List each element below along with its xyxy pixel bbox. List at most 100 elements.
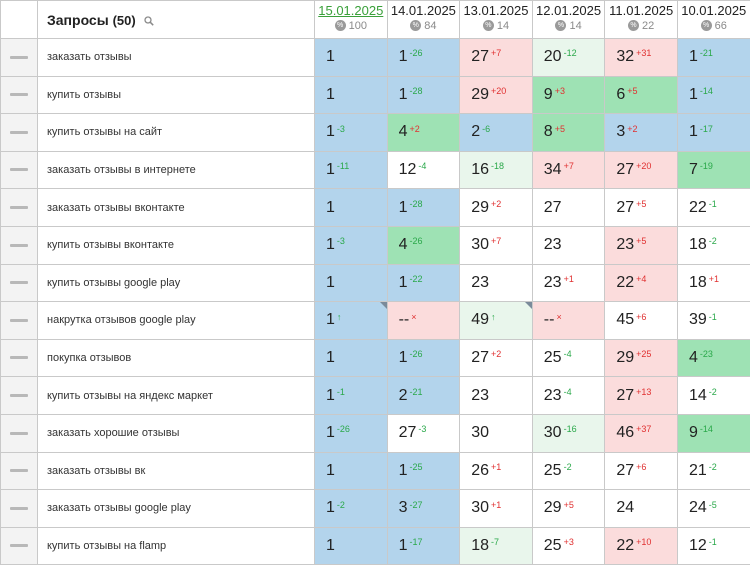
date-column-header[interactable]: 10.01.2025% 66 xyxy=(676,0,750,39)
percent-icon[interactable]: % xyxy=(555,20,567,32)
drag-handle-icon[interactable] xyxy=(10,544,28,548)
position-cell[interactable]: 1 -14 xyxy=(676,75,750,115)
row-drag-handle[interactable] xyxy=(0,301,38,340)
position-cell[interactable]: 8 +5 xyxy=(531,113,606,152)
position-cell[interactable]: 29 +25 xyxy=(604,338,678,378)
position-cell[interactable]: 1 xyxy=(314,451,388,491)
row-drag-handle[interactable] xyxy=(0,75,38,115)
position-cell[interactable]: 49 ↑ xyxy=(459,301,533,340)
drag-handle-icon[interactable] xyxy=(10,243,28,247)
position-cell[interactable]: 2 -21 xyxy=(386,376,461,415)
row-drag-handle[interactable] xyxy=(0,526,38,565)
position-cell[interactable]: 16 -18 xyxy=(459,150,533,190)
position-cell[interactable]: 25 -4 xyxy=(531,338,606,378)
drag-handle-icon[interactable] xyxy=(10,55,28,59)
position-cell[interactable]: 1 -2 xyxy=(314,489,388,528)
drag-handle-icon[interactable] xyxy=(10,469,28,473)
date-label[interactable]: 10.01.2025 xyxy=(681,3,747,18)
position-cell[interactable]: 4 -26 xyxy=(386,225,461,265)
position-cell[interactable]: 29 +20 xyxy=(459,75,533,115)
position-cell[interactable]: 25 -2 xyxy=(531,451,606,491)
position-cell[interactable]: 27 +20 xyxy=(604,150,678,190)
position-cell[interactable]: 1 xyxy=(314,526,388,565)
position-cell[interactable]: 27 -3 xyxy=(386,413,461,453)
query-text[interactable]: заказать отзывы xyxy=(37,38,315,77)
drag-handle-icon[interactable] xyxy=(10,318,28,322)
position-cell[interactable]: 26 +1 xyxy=(459,451,533,491)
position-cell[interactable]: 24 xyxy=(604,489,678,528)
position-cell[interactable]: 21 -2 xyxy=(676,451,750,491)
query-text[interactable]: купить отзывы xyxy=(37,75,315,115)
drag-handle-icon[interactable] xyxy=(10,168,28,172)
position-cell[interactable]: 1 xyxy=(314,188,388,227)
date-column-header[interactable]: 15.01.2025% 100 xyxy=(314,0,388,39)
position-cell[interactable]: 4 +2 xyxy=(386,113,461,152)
position-cell[interactable]: 1 -3 xyxy=(314,113,388,152)
drag-handle-icon[interactable] xyxy=(10,506,28,510)
position-cell[interactable]: 32 +31 xyxy=(604,38,678,77)
percent-icon[interactable]: % xyxy=(628,20,640,32)
position-cell[interactable]: 1 -1 xyxy=(314,376,388,415)
query-text[interactable]: купить отзывы на яндекс маркет xyxy=(37,376,315,415)
position-cell[interactable]: 27 +13 xyxy=(604,376,678,415)
row-drag-handle[interactable] xyxy=(0,38,38,77)
query-text[interactable]: купить отзывы на flamp xyxy=(37,526,315,565)
position-cell[interactable]: 23 xyxy=(531,225,606,265)
query-text[interactable]: купить отзывы google play xyxy=(37,263,315,303)
position-cell[interactable]: -- × xyxy=(386,301,461,340)
drag-handle-icon[interactable] xyxy=(10,431,28,435)
row-drag-handle[interactable] xyxy=(0,489,38,528)
position-cell[interactable]: 9 -14 xyxy=(676,413,750,453)
query-text[interactable]: заказать отзывы в интернете xyxy=(37,150,315,190)
position-cell[interactable]: 18 -7 xyxy=(459,526,533,565)
position-cell[interactable]: 1 ↑ xyxy=(314,301,388,340)
position-cell[interactable]: 12 -1 xyxy=(676,526,750,565)
position-cell[interactable]: 22 +10 xyxy=(604,526,678,565)
position-cell[interactable]: 14 -2 xyxy=(676,376,750,415)
position-cell[interactable]: 1 -26 xyxy=(386,338,461,378)
position-cell[interactable]: 27 +5 xyxy=(604,188,678,227)
position-cell[interactable]: 23 xyxy=(459,263,533,303)
position-cell[interactable]: -- × xyxy=(531,301,606,340)
position-cell[interactable]: 12 -4 xyxy=(386,150,461,190)
query-column-header[interactable]: Запросы (50) xyxy=(37,0,315,39)
percent-icon[interactable]: % xyxy=(700,20,712,32)
position-cell[interactable]: 1 xyxy=(314,338,388,378)
date-column-header[interactable]: 13.01.2025% 14 xyxy=(459,0,533,39)
date-label[interactable]: 11.01.2025 xyxy=(609,3,674,18)
position-cell[interactable]: 39 -1 xyxy=(676,301,750,340)
position-cell[interactable]: 1 -26 xyxy=(314,413,388,453)
query-text[interactable]: заказать хорошие отзывы xyxy=(37,413,315,453)
date-label[interactable]: 14.01.2025 xyxy=(390,3,456,18)
note-corner-icon[interactable] xyxy=(379,302,387,310)
date-label[interactable]: 15.01.2025 xyxy=(318,3,384,18)
position-cell[interactable]: 7 -19 xyxy=(676,150,750,190)
date-label[interactable]: 13.01.2025 xyxy=(463,3,529,18)
position-cell[interactable]: 30 +1 xyxy=(459,489,533,528)
drag-handle-icon[interactable] xyxy=(10,93,28,97)
position-cell[interactable]: 22 -1 xyxy=(676,188,750,227)
position-cell[interactable]: 4 -23 xyxy=(676,338,750,378)
position-cell[interactable]: 29 +5 xyxy=(531,489,606,528)
percent-icon[interactable]: % xyxy=(334,20,346,32)
position-cell[interactable]: 23 +1 xyxy=(531,263,606,303)
position-cell[interactable]: 1 -11 xyxy=(314,150,388,190)
query-text[interactable]: накрутка отзывов google play xyxy=(37,301,315,340)
position-cell[interactable]: 45 +6 xyxy=(604,301,678,340)
position-cell[interactable]: 9 +3 xyxy=(531,75,606,115)
query-text[interactable]: заказать отзывы вк xyxy=(37,451,315,491)
position-cell[interactable]: 2 -6 xyxy=(459,113,533,152)
position-cell[interactable]: 20 -12 xyxy=(531,38,606,77)
position-cell[interactable]: 1 -26 xyxy=(386,38,461,77)
position-cell[interactable]: 27 +7 xyxy=(459,38,533,77)
row-drag-handle[interactable] xyxy=(0,376,38,415)
position-cell[interactable]: 34 +7 xyxy=(531,150,606,190)
position-cell[interactable]: 1 -25 xyxy=(386,451,461,491)
row-drag-handle[interactable] xyxy=(0,451,38,491)
position-cell[interactable]: 1 -28 xyxy=(386,75,461,115)
drag-handle-icon[interactable] xyxy=(10,281,28,285)
date-label[interactable]: 12.01.2025 xyxy=(536,3,602,18)
note-corner-icon[interactable] xyxy=(524,302,532,310)
query-text[interactable]: купить отзывы вконтакте xyxy=(37,225,315,265)
query-text[interactable]: купить отзывы на сайт xyxy=(37,113,315,152)
